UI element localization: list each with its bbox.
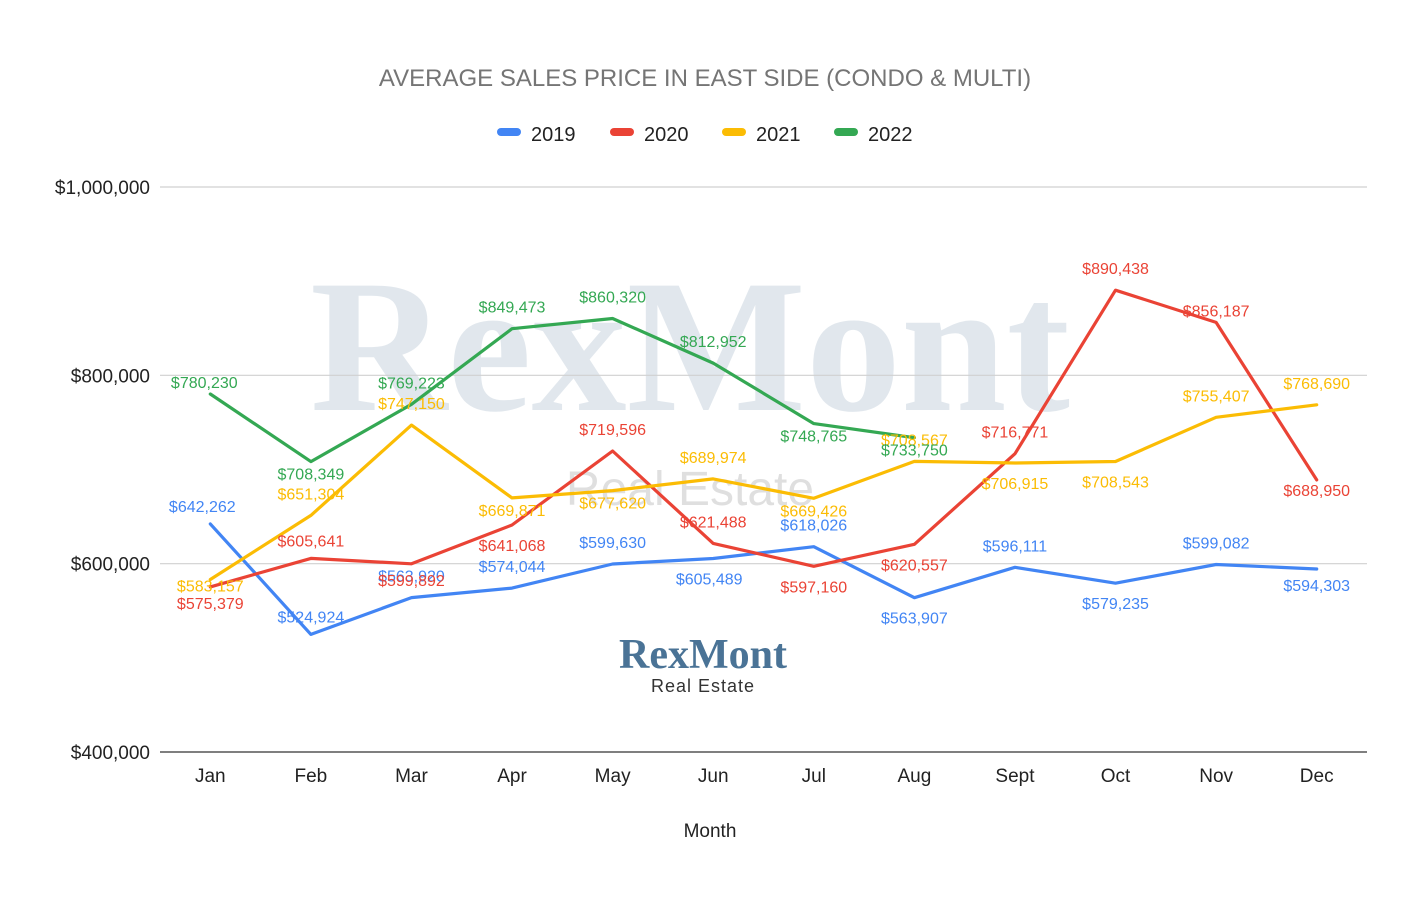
- x-tick-label: Feb: [295, 766, 328, 787]
- grid-lines: [160, 186, 1367, 753]
- logo: RexMont Real Estate: [619, 632, 787, 696]
- legend: 2019 2020 2021 2022: [497, 124, 913, 146]
- data-label: $583,157: [177, 579, 244, 596]
- data-label: $780,230: [171, 375, 238, 392]
- data-label: $677,620: [579, 496, 646, 513]
- x-tick-label: Sept: [995, 766, 1035, 787]
- data-label: $733,750: [881, 443, 948, 460]
- data-label: $641,068: [479, 538, 546, 555]
- data-label: $621,488: [680, 514, 747, 531]
- y-tick-label: $400,000: [71, 743, 150, 764]
- data-label: $563,920: [378, 569, 445, 586]
- data-label: $768,690: [1283, 376, 1350, 393]
- x-tick-label: Nov: [1199, 766, 1233, 787]
- series-lines: [208, 288, 1319, 637]
- data-label: $706,915: [982, 476, 1049, 493]
- logo-main-text: RexMont: [619, 632, 787, 678]
- legend-label: 2019: [531, 124, 576, 146]
- y-axis: $400,000 $600,000 $800,000 $1,000,000: [55, 178, 150, 764]
- data-label: $890,438: [1082, 261, 1149, 278]
- data-label: $594,303: [1283, 578, 1350, 595]
- data-label: $524,924: [278, 609, 345, 626]
- data-label: $579,235: [1082, 596, 1149, 613]
- legend-label: 2022: [868, 124, 913, 146]
- x-tick-label: Apr: [497, 766, 527, 787]
- data-label: $689,974: [680, 450, 747, 467]
- series-line-2022: [208, 316, 917, 464]
- x-tick-label: Jan: [195, 766, 226, 787]
- data-label: $856,187: [1183, 303, 1250, 320]
- data-label: $669,871: [479, 503, 546, 520]
- x-tick-label: Mar: [395, 766, 428, 787]
- series-line-2021: [208, 403, 1319, 582]
- data-label: $605,641: [278, 533, 345, 550]
- legend-label: 2020: [644, 124, 689, 146]
- y-tick-label: $600,000: [71, 555, 150, 576]
- x-axis-title: Month: [684, 821, 737, 842]
- x-tick-label: Jun: [698, 766, 729, 787]
- legend-swatch: [722, 128, 746, 136]
- watermark-main-text: RexMont: [310, 242, 1070, 452]
- x-tick-label: May: [595, 766, 631, 787]
- data-label: $860,320: [579, 290, 646, 307]
- y-tick-label: $1,000,000: [55, 178, 150, 199]
- data-label: $708,349: [278, 467, 345, 484]
- data-label: $688,950: [1283, 483, 1350, 500]
- data-label: $642,262: [169, 499, 236, 516]
- x-tick-label: Jul: [802, 766, 826, 787]
- data-label: $748,765: [780, 429, 847, 446]
- data-label: $747,150: [378, 396, 445, 413]
- data-label: $812,952: [680, 334, 747, 351]
- data-label: $849,473: [479, 300, 546, 317]
- data-label: $719,596: [579, 422, 646, 439]
- legend-label: 2021: [756, 124, 801, 146]
- logo-sub-text: Real Estate: [651, 676, 755, 696]
- legend-swatch: [610, 128, 634, 136]
- data-label: $599,630: [579, 535, 646, 552]
- data-label: $716,771: [982, 425, 1049, 442]
- series-line-2020: [208, 288, 1319, 589]
- x-axis: Jan Feb Mar Apr May Jun Jul Aug Sept Oct Nov Dec: [195, 766, 1334, 787]
- legend-swatch: [834, 128, 858, 136]
- y-tick-label: $800,000: [71, 366, 150, 387]
- data-label: $596,111: [983, 538, 1047, 555]
- data-label: $563,907: [881, 611, 948, 628]
- data-label: $599,892: [378, 573, 445, 590]
- data-label: $599,082: [1183, 536, 1250, 553]
- series-line-2019: [208, 522, 1319, 637]
- legend-swatch: [497, 128, 521, 136]
- x-tick-label: Dec: [1300, 766, 1334, 787]
- data-label: $755,407: [1183, 388, 1250, 405]
- data-label: $575,379: [177, 596, 244, 613]
- data-label: $708,567: [881, 432, 948, 449]
- data-label: $651,304: [278, 486, 345, 503]
- data-label: $597,160: [780, 579, 847, 596]
- x-tick-label: Oct: [1101, 766, 1131, 787]
- data-label: $605,489: [676, 571, 743, 588]
- data-label: $618,026: [780, 518, 847, 535]
- data-label: $574,044: [479, 559, 546, 576]
- data-label: $620,557: [881, 557, 948, 574]
- x-tick-label: Aug: [897, 766, 931, 787]
- data-labels: $642,262 $524,924 $563,920 $574,044 $599,630…: [169, 261, 1350, 627]
- data-label: $669,426: [780, 503, 847, 520]
- data-label: $769,223: [378, 375, 445, 392]
- chart-title: AVERAGE SALES PRICE IN EAST SIDE (CONDO …: [379, 65, 1031, 92]
- data-label: $708,543: [1082, 474, 1149, 491]
